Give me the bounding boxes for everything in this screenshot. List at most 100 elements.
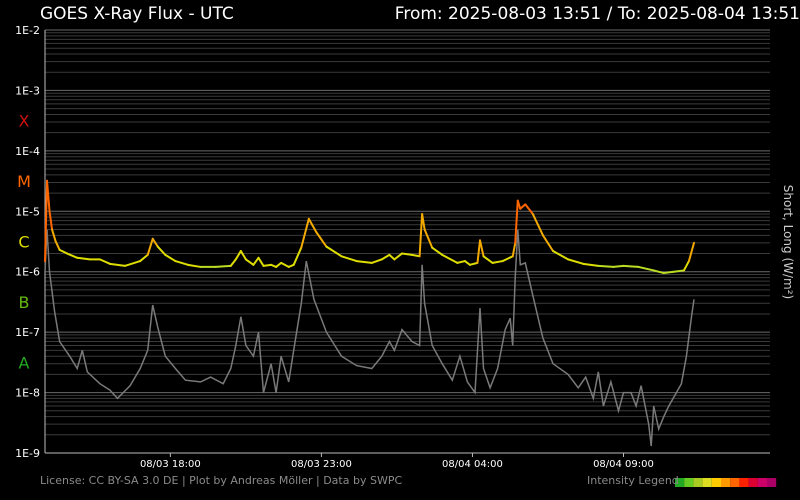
- long-flux-segment: [239, 250, 247, 261]
- long-flux-segment: [514, 199, 519, 244]
- long-flux-segment: [541, 234, 555, 253]
- intensity-legend-swatch: [721, 478, 731, 487]
- chart-title: GOES X-Ray Flux - UTC: [40, 4, 234, 24]
- long-flux-segment: [234, 250, 242, 261]
- long-flux-segment: [300, 217, 310, 249]
- long-flux-segment: [244, 258, 255, 266]
- long-flux-segment: [687, 241, 695, 263]
- long-flux-segment: [393, 252, 403, 261]
- long-flux-segment: [58, 248, 69, 255]
- long-flux-segment: [51, 228, 57, 243]
- long-flux-segment: [280, 261, 290, 268]
- long-flux-segment: [66, 252, 79, 259]
- long-flux-segment: [124, 260, 142, 267]
- long-flux-segment: [54, 240, 61, 251]
- long-flux-segment: [567, 258, 585, 265]
- x-tick-label: 08/03 23:00: [291, 459, 352, 470]
- long-flux-segment: [491, 260, 504, 264]
- long-flux-segment: [622, 264, 640, 268]
- long-flux-segment: [501, 255, 514, 263]
- long-flux-segment: [468, 261, 479, 266]
- long-flux-segment: [292, 246, 303, 266]
- long-flux-segment: [441, 253, 459, 264]
- y-tick-label: 1E-3: [15, 84, 40, 97]
- short-flux-line: [44, 229, 695, 447]
- y-tick-label: 1E-9: [15, 447, 40, 460]
- intensity-legend-swatch: [702, 478, 712, 487]
- x-tick-label: 08/04 04:00: [442, 459, 503, 470]
- long-flux-segment: [307, 217, 318, 234]
- intensity-legend-swatch: [730, 478, 740, 487]
- flare-class-label: C: [18, 233, 29, 252]
- long-flux-segment: [98, 258, 111, 265]
- y-tick-label: 1E-4: [15, 145, 40, 158]
- x-tick-label: 08/03 18:00: [140, 459, 201, 470]
- long-flux-segment: [682, 260, 690, 272]
- long-flux-segment: [48, 210, 54, 231]
- long-flux-segment: [340, 255, 358, 263]
- long-flux-segment: [370, 258, 383, 264]
- time-range: From: 2025-08-03 13:51 / To: 2025-08-04 …: [394, 4, 800, 24]
- long-flux-segment: [380, 253, 391, 261]
- y-tick-label: 1E-5: [15, 205, 40, 218]
- long-flux-segment: [139, 253, 149, 263]
- intensity-legend-swatch: [757, 478, 767, 487]
- long-flux-segment: [582, 262, 600, 267]
- intensity-legend-label: Intensity Legend: [587, 474, 679, 487]
- long-flux-segment: [156, 245, 167, 256]
- y-tick-label: 1E-6: [15, 266, 40, 279]
- flare-class-label: M: [17, 172, 31, 191]
- flare-class-label: A: [19, 353, 30, 372]
- long-flux-segment: [355, 260, 373, 264]
- long-flux-segment: [524, 203, 534, 216]
- long-flux-segment: [257, 256, 265, 267]
- flare-class-label: X: [19, 112, 30, 131]
- intensity-legend-swatch: [748, 478, 758, 487]
- long-flux-segment: [552, 250, 570, 261]
- long-flux-segment: [479, 239, 485, 258]
- long-flux-segment: [672, 269, 685, 273]
- long-flux-segment: [146, 237, 154, 256]
- long-flux-segment: [612, 264, 625, 268]
- long-flux-segment: [400, 252, 414, 256]
- long-flux-segment: [151, 237, 159, 248]
- long-flux-segment: [44, 179, 49, 263]
- y-axis-label: Short, Long (W/m²): [781, 185, 795, 299]
- x-tick-label: 08/04 09:00: [593, 459, 654, 470]
- y-tick-label: 1E-7: [15, 326, 40, 339]
- long-flux-segment: [431, 246, 444, 256]
- long-flux-segment: [46, 179, 51, 213]
- long-flux-segment: [262, 263, 273, 267]
- long-flux-segment: [174, 260, 189, 266]
- long-flux-segment: [76, 256, 91, 261]
- long-flux-segment: [214, 264, 232, 268]
- long-flux-segment: [108, 262, 127, 267]
- long-flux-segment: [421, 213, 426, 231]
- long-flux-segment: [511, 241, 517, 258]
- long-flux-segment: [388, 253, 396, 261]
- y-tick-label: 1E-2: [15, 24, 40, 37]
- intensity-legend-swatch: [711, 478, 721, 487]
- long-flux-segment: [519, 203, 527, 210]
- intensity-legend-swatch: [684, 478, 694, 487]
- long-flux-segment: [476, 239, 481, 264]
- long-flux-segment: [164, 253, 177, 263]
- license-text: License: CC BY-SA 3.0 DE | Plot by Andre…: [40, 474, 403, 487]
- long-flux-segment: [418, 213, 424, 258]
- long-flux-segment: [229, 258, 237, 267]
- long-flux-segment: [597, 264, 615, 268]
- long-flux-segment: [652, 269, 665, 275]
- long-flux-segment: [637, 265, 655, 272]
- long-flux-segment: [482, 255, 494, 264]
- long-flux-segment: [662, 270, 675, 275]
- long-flux-segment: [516, 199, 522, 210]
- long-flux-segment: [315, 231, 328, 248]
- long-flux-segment: [411, 253, 421, 258]
- flare-class-label: B: [19, 293, 30, 312]
- intensity-legend-swatch: [767, 478, 777, 487]
- y-tick-label: 1E-8: [15, 387, 40, 400]
- long-flux-segment: [423, 228, 434, 249]
- intensity-legend-swatch: [675, 478, 685, 487]
- long-flux-segment: [463, 260, 471, 266]
